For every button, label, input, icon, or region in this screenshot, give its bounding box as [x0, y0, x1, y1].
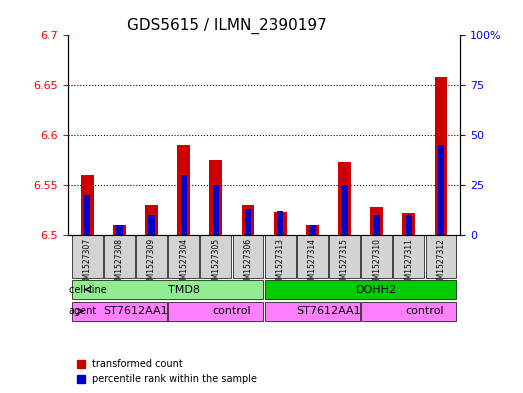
FancyBboxPatch shape — [72, 235, 103, 278]
FancyBboxPatch shape — [72, 301, 167, 321]
Text: cell line: cell line — [69, 285, 106, 294]
Bar — [245, 209, 251, 235]
Bar — [209, 160, 222, 235]
Bar — [149, 215, 155, 235]
Text: GSM1527310: GSM1527310 — [372, 238, 381, 289]
Bar — [370, 207, 383, 235]
Bar — [373, 215, 380, 235]
FancyBboxPatch shape — [297, 235, 328, 278]
FancyBboxPatch shape — [426, 235, 457, 278]
Text: GSM1527315: GSM1527315 — [340, 238, 349, 289]
Text: GSM1527312: GSM1527312 — [437, 238, 446, 289]
Text: DOHH2: DOHH2 — [356, 285, 397, 294]
Bar — [306, 225, 319, 235]
Bar — [145, 205, 158, 235]
Text: GSM1527304: GSM1527304 — [179, 238, 188, 289]
Bar — [438, 145, 444, 235]
FancyBboxPatch shape — [233, 235, 264, 278]
Text: ST7612AA1: ST7612AA1 — [103, 307, 168, 316]
Text: GSM1527314: GSM1527314 — [308, 238, 317, 289]
Bar — [180, 175, 187, 235]
Text: control: control — [405, 307, 444, 316]
FancyBboxPatch shape — [393, 235, 424, 278]
Bar — [177, 145, 190, 235]
FancyBboxPatch shape — [168, 301, 264, 321]
FancyBboxPatch shape — [329, 235, 360, 278]
FancyBboxPatch shape — [265, 280, 457, 299]
FancyBboxPatch shape — [265, 301, 360, 321]
Text: GSM1527307: GSM1527307 — [83, 238, 92, 289]
FancyBboxPatch shape — [104, 235, 135, 278]
Text: agent: agent — [69, 307, 97, 316]
Bar — [81, 175, 94, 235]
Text: GDS5615 / ILMN_2390197: GDS5615 / ILMN_2390197 — [127, 18, 326, 34]
FancyBboxPatch shape — [168, 235, 199, 278]
FancyBboxPatch shape — [361, 301, 457, 321]
Text: TMD8: TMD8 — [168, 285, 200, 294]
Text: GSM1527308: GSM1527308 — [115, 238, 124, 289]
Text: GSM1527311: GSM1527311 — [404, 238, 413, 289]
FancyBboxPatch shape — [200, 235, 231, 278]
Bar — [402, 213, 415, 235]
Text: GSM1527313: GSM1527313 — [276, 238, 285, 289]
Text: ST7612AA1: ST7612AA1 — [296, 307, 361, 316]
Bar — [435, 77, 447, 235]
Bar — [309, 225, 315, 235]
Bar — [213, 185, 219, 235]
FancyBboxPatch shape — [136, 235, 167, 278]
FancyBboxPatch shape — [265, 235, 295, 278]
Bar — [116, 225, 123, 235]
Text: GSM1527305: GSM1527305 — [211, 238, 220, 289]
Bar — [342, 185, 348, 235]
Text: control: control — [213, 307, 251, 316]
Text: GSM1527306: GSM1527306 — [244, 238, 253, 289]
Bar — [277, 211, 283, 235]
Bar — [113, 225, 126, 235]
FancyBboxPatch shape — [72, 280, 264, 299]
Legend: transformed count, percentile rank within the sample: transformed count, percentile rank withi… — [73, 356, 261, 388]
Bar — [242, 205, 255, 235]
Bar — [274, 212, 287, 235]
Bar — [405, 215, 412, 235]
Text: GSM1527309: GSM1527309 — [147, 238, 156, 289]
Bar — [338, 162, 351, 235]
Bar — [84, 195, 90, 235]
FancyBboxPatch shape — [361, 235, 392, 278]
